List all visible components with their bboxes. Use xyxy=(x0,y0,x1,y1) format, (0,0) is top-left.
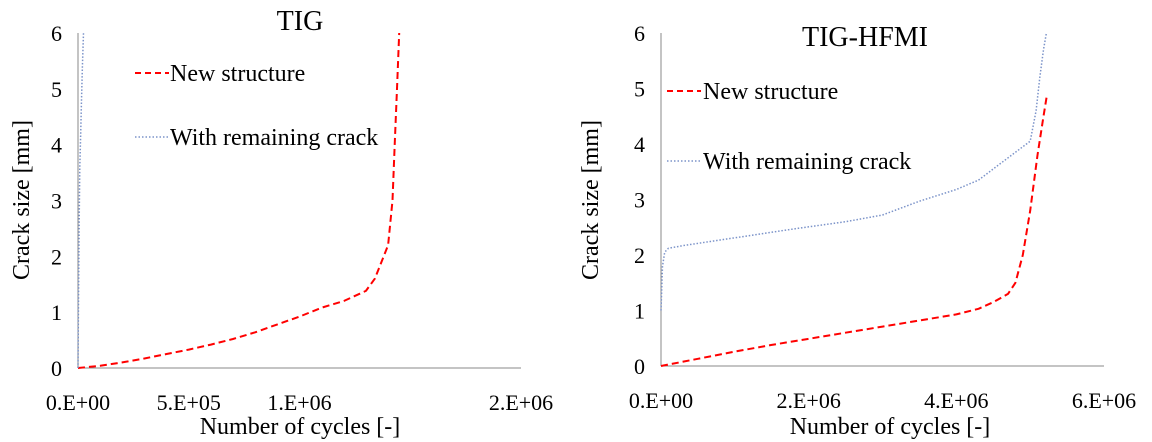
x-tick-label: 0.E+00 xyxy=(629,388,693,413)
y-axis-title: Crack size [mm] xyxy=(578,120,604,280)
y-tick-label: 4 xyxy=(51,133,62,158)
legend: New structure With remaining crack xyxy=(667,79,911,175)
y-tick-label: 1 xyxy=(634,299,645,324)
x-tick-label: 5.E+05 xyxy=(157,390,221,415)
y-tick-label: 3 xyxy=(634,188,645,213)
y-tick-label: 4 xyxy=(634,132,645,157)
chart-title: TIG-HFMI xyxy=(802,22,928,53)
x-tick-label: 1.E+06 xyxy=(267,390,331,415)
x-axis-title: Number of cycles [-] xyxy=(790,414,991,440)
x-tick-label: 6.E+06 xyxy=(1072,388,1136,413)
y-tick-label: 2 xyxy=(51,244,62,269)
legend: New structure With remaining crack xyxy=(135,61,378,151)
y-tick-labels: 0 1 2 3 4 5 6 xyxy=(634,21,645,379)
x-axis-title: Number of cycles [-] xyxy=(200,414,401,440)
x-tick-label: 0.E+00 xyxy=(46,390,110,415)
y-tick-label: 0 xyxy=(634,354,645,379)
x-tick-labels: 0.E+00 5.E+05 1.E+06 2.E+06 xyxy=(46,390,553,415)
y-tick-label: 1 xyxy=(51,300,62,325)
x-tick-label: 4.E+06 xyxy=(924,388,988,413)
y-tick-labels: 0 1 2 3 4 5 6 xyxy=(51,21,62,381)
chart-tig: TIG 0 1 2 3 4 5 6 0.E+00 5.E+05 1.E+06 2.E+06 Num… xyxy=(9,6,553,440)
legend-label-remaining-crack: With remaining crack xyxy=(170,125,378,151)
y-axis-title: Crack size [mm] xyxy=(9,120,35,280)
chart-tig-hfmi: TIG-HFMI 0 1 2 3 4 5 6 0.E+00 2.E+06 4.E+06 6.E+0… xyxy=(578,21,1136,440)
series-layer xyxy=(77,32,401,369)
legend-label-remaining-crack: With remaining crack xyxy=(703,149,911,175)
y-tick-label: 6 xyxy=(634,21,645,46)
legend-label-new-structure: New structure xyxy=(170,61,305,87)
series-line-new-structure xyxy=(660,93,1049,367)
x-tick-label: 2.E+06 xyxy=(776,388,840,413)
series-line-with-remaining-crack xyxy=(660,32,1048,311)
y-tick-label: 2 xyxy=(634,243,645,268)
x-tick-label: 2.E+06 xyxy=(489,390,553,415)
y-tick-label: 5 xyxy=(634,77,645,102)
y-tick-label: 5 xyxy=(51,77,62,102)
series-line-with-remaining-crack xyxy=(77,32,85,369)
series-layer xyxy=(660,32,1049,367)
x-tick-labels: 0.E+00 2.E+06 4.E+06 6.E+06 xyxy=(629,388,1136,413)
chart-title: TIG xyxy=(277,6,324,37)
y-tick-label: 6 xyxy=(51,21,62,46)
y-tick-label: 0 xyxy=(51,356,62,381)
y-tick-label: 3 xyxy=(51,189,62,214)
series-line-new-structure xyxy=(77,32,401,369)
legend-label-new-structure: New structure xyxy=(703,79,838,105)
